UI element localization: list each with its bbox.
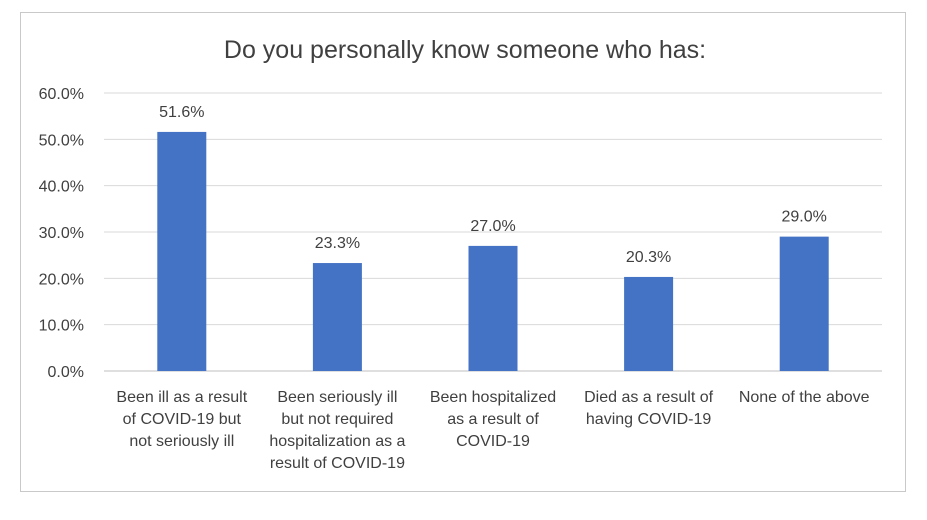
bar <box>468 245 518 371</box>
y-tick-label: 50.0% <box>39 132 84 149</box>
gridlines <box>104 92 882 372</box>
bar <box>312 263 362 371</box>
y-tick-label: 40.0% <box>39 179 84 196</box>
y-tick-label: 60.0% <box>39 86 84 103</box>
category-label: Died as a result of having COVID-19 <box>584 389 714 428</box>
category-label: None of the above <box>739 389 870 406</box>
y-tick-label: 0.0% <box>48 364 84 381</box>
chart-title: Do you personally know someone who has: <box>224 36 706 64</box>
data-label: 29.0% <box>782 209 827 226</box>
category-label: Been seriously ill but not required hospit… <box>269 389 405 472</box>
y-tick-label: 10.0% <box>39 318 84 335</box>
category-labels: Been ill as a result of COVID-19 but not s… <box>116 389 869 472</box>
data-label: 20.3% <box>626 249 671 266</box>
data-label: 51.6% <box>159 104 204 121</box>
category-label: Been hospitalized as a result of COVID-19 <box>430 389 556 450</box>
bar <box>624 276 674 371</box>
data-label: 27.0% <box>470 218 515 235</box>
y-axis-tick-labels: 0.0% 10.0% 20.0% 30.0% 40.0% 50.0% 60.0% <box>39 86 84 381</box>
bar <box>157 131 207 371</box>
data-labels: 51.6% 23.3% 27.0% 20.3% 29.0% <box>159 104 827 266</box>
bar <box>779 236 829 371</box>
y-tick-label: 20.0% <box>39 271 84 288</box>
data-label: 23.3% <box>315 235 360 252</box>
bars <box>157 131 829 371</box>
y-tick-label: 30.0% <box>39 225 84 242</box>
category-label: Been ill as a result of COVID-19 but not s… <box>116 389 247 450</box>
